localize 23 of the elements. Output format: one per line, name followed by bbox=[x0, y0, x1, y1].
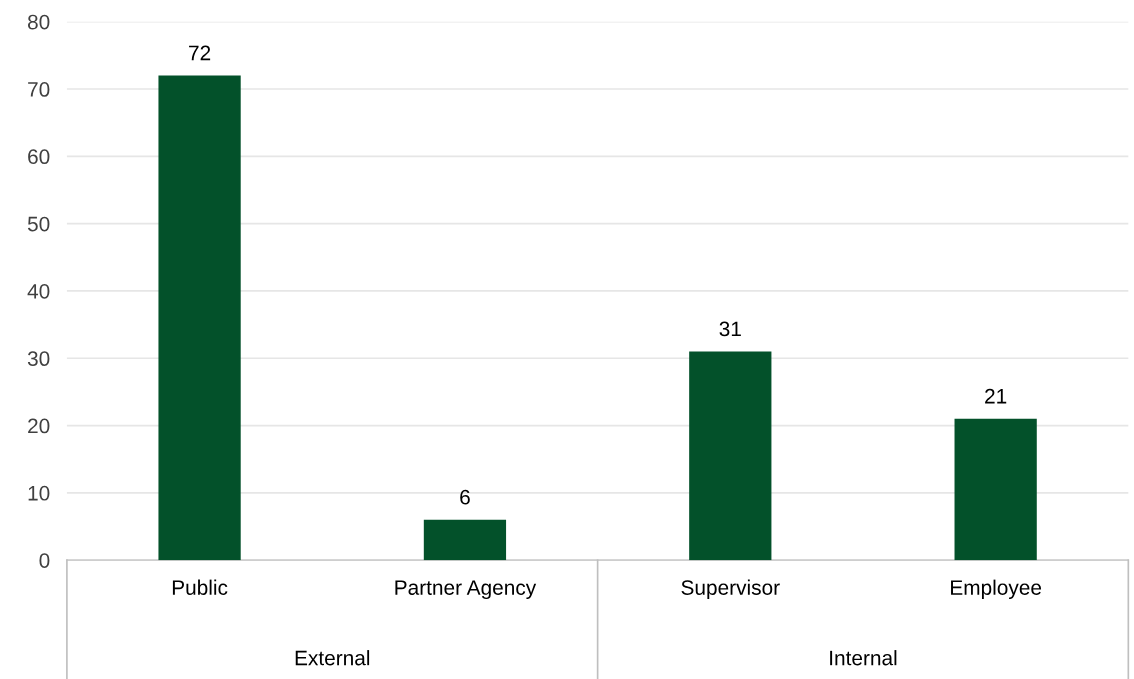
y-tick-label: 70 bbox=[28, 82, 50, 97]
text: Internal bbox=[830, 650, 897, 666]
data-label: 21 bbox=[985, 388, 1007, 404]
text: External bbox=[295, 650, 370, 666]
y-tick-label: 10 bbox=[28, 485, 50, 501]
bar bbox=[423, 519, 507, 561]
bar bbox=[158, 75, 241, 561]
x-tick-label: Employee bbox=[951, 579, 1042, 600]
x-tick-label: Public bbox=[172, 579, 228, 595]
data-label: 72 bbox=[189, 45, 211, 61]
y-tick-label: 60 bbox=[28, 149, 50, 165]
x-tick-label: Partner Agency bbox=[395, 580, 537, 600]
y-tick-label: 0 bbox=[39, 553, 50, 568]
data-label: 31 bbox=[719, 321, 741, 337]
bar bbox=[954, 418, 1037, 561]
x-tick-label: Supervisor bbox=[681, 579, 780, 600]
bar bbox=[689, 351, 772, 561]
y-tick-label: 50 bbox=[27, 216, 50, 232]
y-tick-label: 80 bbox=[27, 14, 50, 30]
y-tick-label: 40 bbox=[27, 283, 50, 299]
y-tick-label: 20 bbox=[28, 418, 50, 434]
y-tick-label: 30 bbox=[27, 351, 50, 367]
data-label: 6 bbox=[460, 489, 470, 505]
